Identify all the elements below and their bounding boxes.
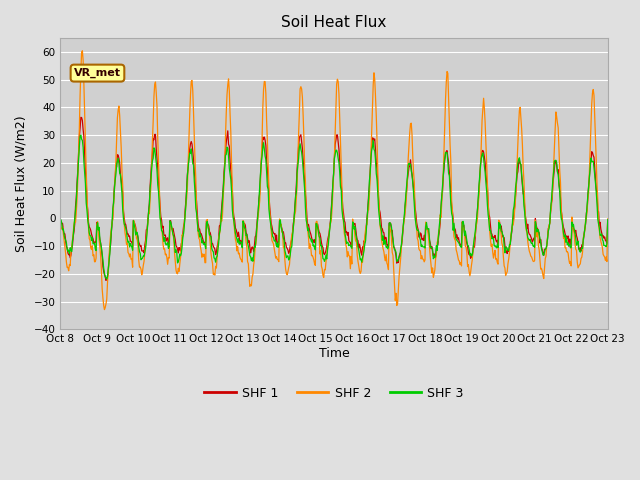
Line: SHF 2: SHF 2 [60, 51, 608, 310]
SHF 3 [418, 242, 426, 248]
SHF 3 [180, 230, 188, 236]
Line: SHF 3: SHF 3 [60, 135, 608, 279]
SHF 1 [124, 231, 132, 237]
SHF 3 [604, 217, 612, 223]
SHF 2 [209, 261, 216, 266]
SHF 3 [56, 217, 64, 223]
SHF 3 [209, 248, 216, 254]
Y-axis label: Soil Heat Flux (W/m2): Soil Heat Flux (W/m2) [15, 115, 28, 252]
SHF 3 [124, 240, 132, 245]
SHF 2 [79, 48, 86, 54]
SHF 1 [77, 114, 84, 120]
SHF 2 [56, 217, 64, 223]
SHF 1 [604, 218, 612, 224]
SHF 1 [56, 217, 64, 223]
SHF 3 [67, 245, 74, 251]
SHF 1 [209, 240, 216, 246]
SHF 1 [102, 277, 110, 283]
SHF 3 [402, 191, 410, 196]
SHF 1 [418, 237, 426, 242]
SHF 1 [180, 223, 188, 229]
SHF 2 [418, 253, 426, 259]
SHF 3 [103, 276, 111, 282]
SHF 3 [77, 132, 84, 138]
SHF 1 [402, 195, 410, 201]
Line: SHF 1: SHF 1 [60, 117, 608, 280]
Text: VR_met: VR_met [74, 68, 121, 78]
SHF 2 [100, 307, 108, 312]
X-axis label: Time: Time [319, 347, 349, 360]
SHF 2 [67, 263, 74, 268]
SHF 2 [124, 250, 132, 255]
SHF 2 [402, 202, 410, 207]
SHF 1 [67, 255, 74, 261]
Legend: SHF 1, SHF 2, SHF 3: SHF 1, SHF 2, SHF 3 [200, 382, 468, 405]
SHF 2 [604, 216, 612, 222]
Title: Soil Heat Flux: Soil Heat Flux [282, 15, 387, 30]
SHF 2 [180, 228, 188, 233]
